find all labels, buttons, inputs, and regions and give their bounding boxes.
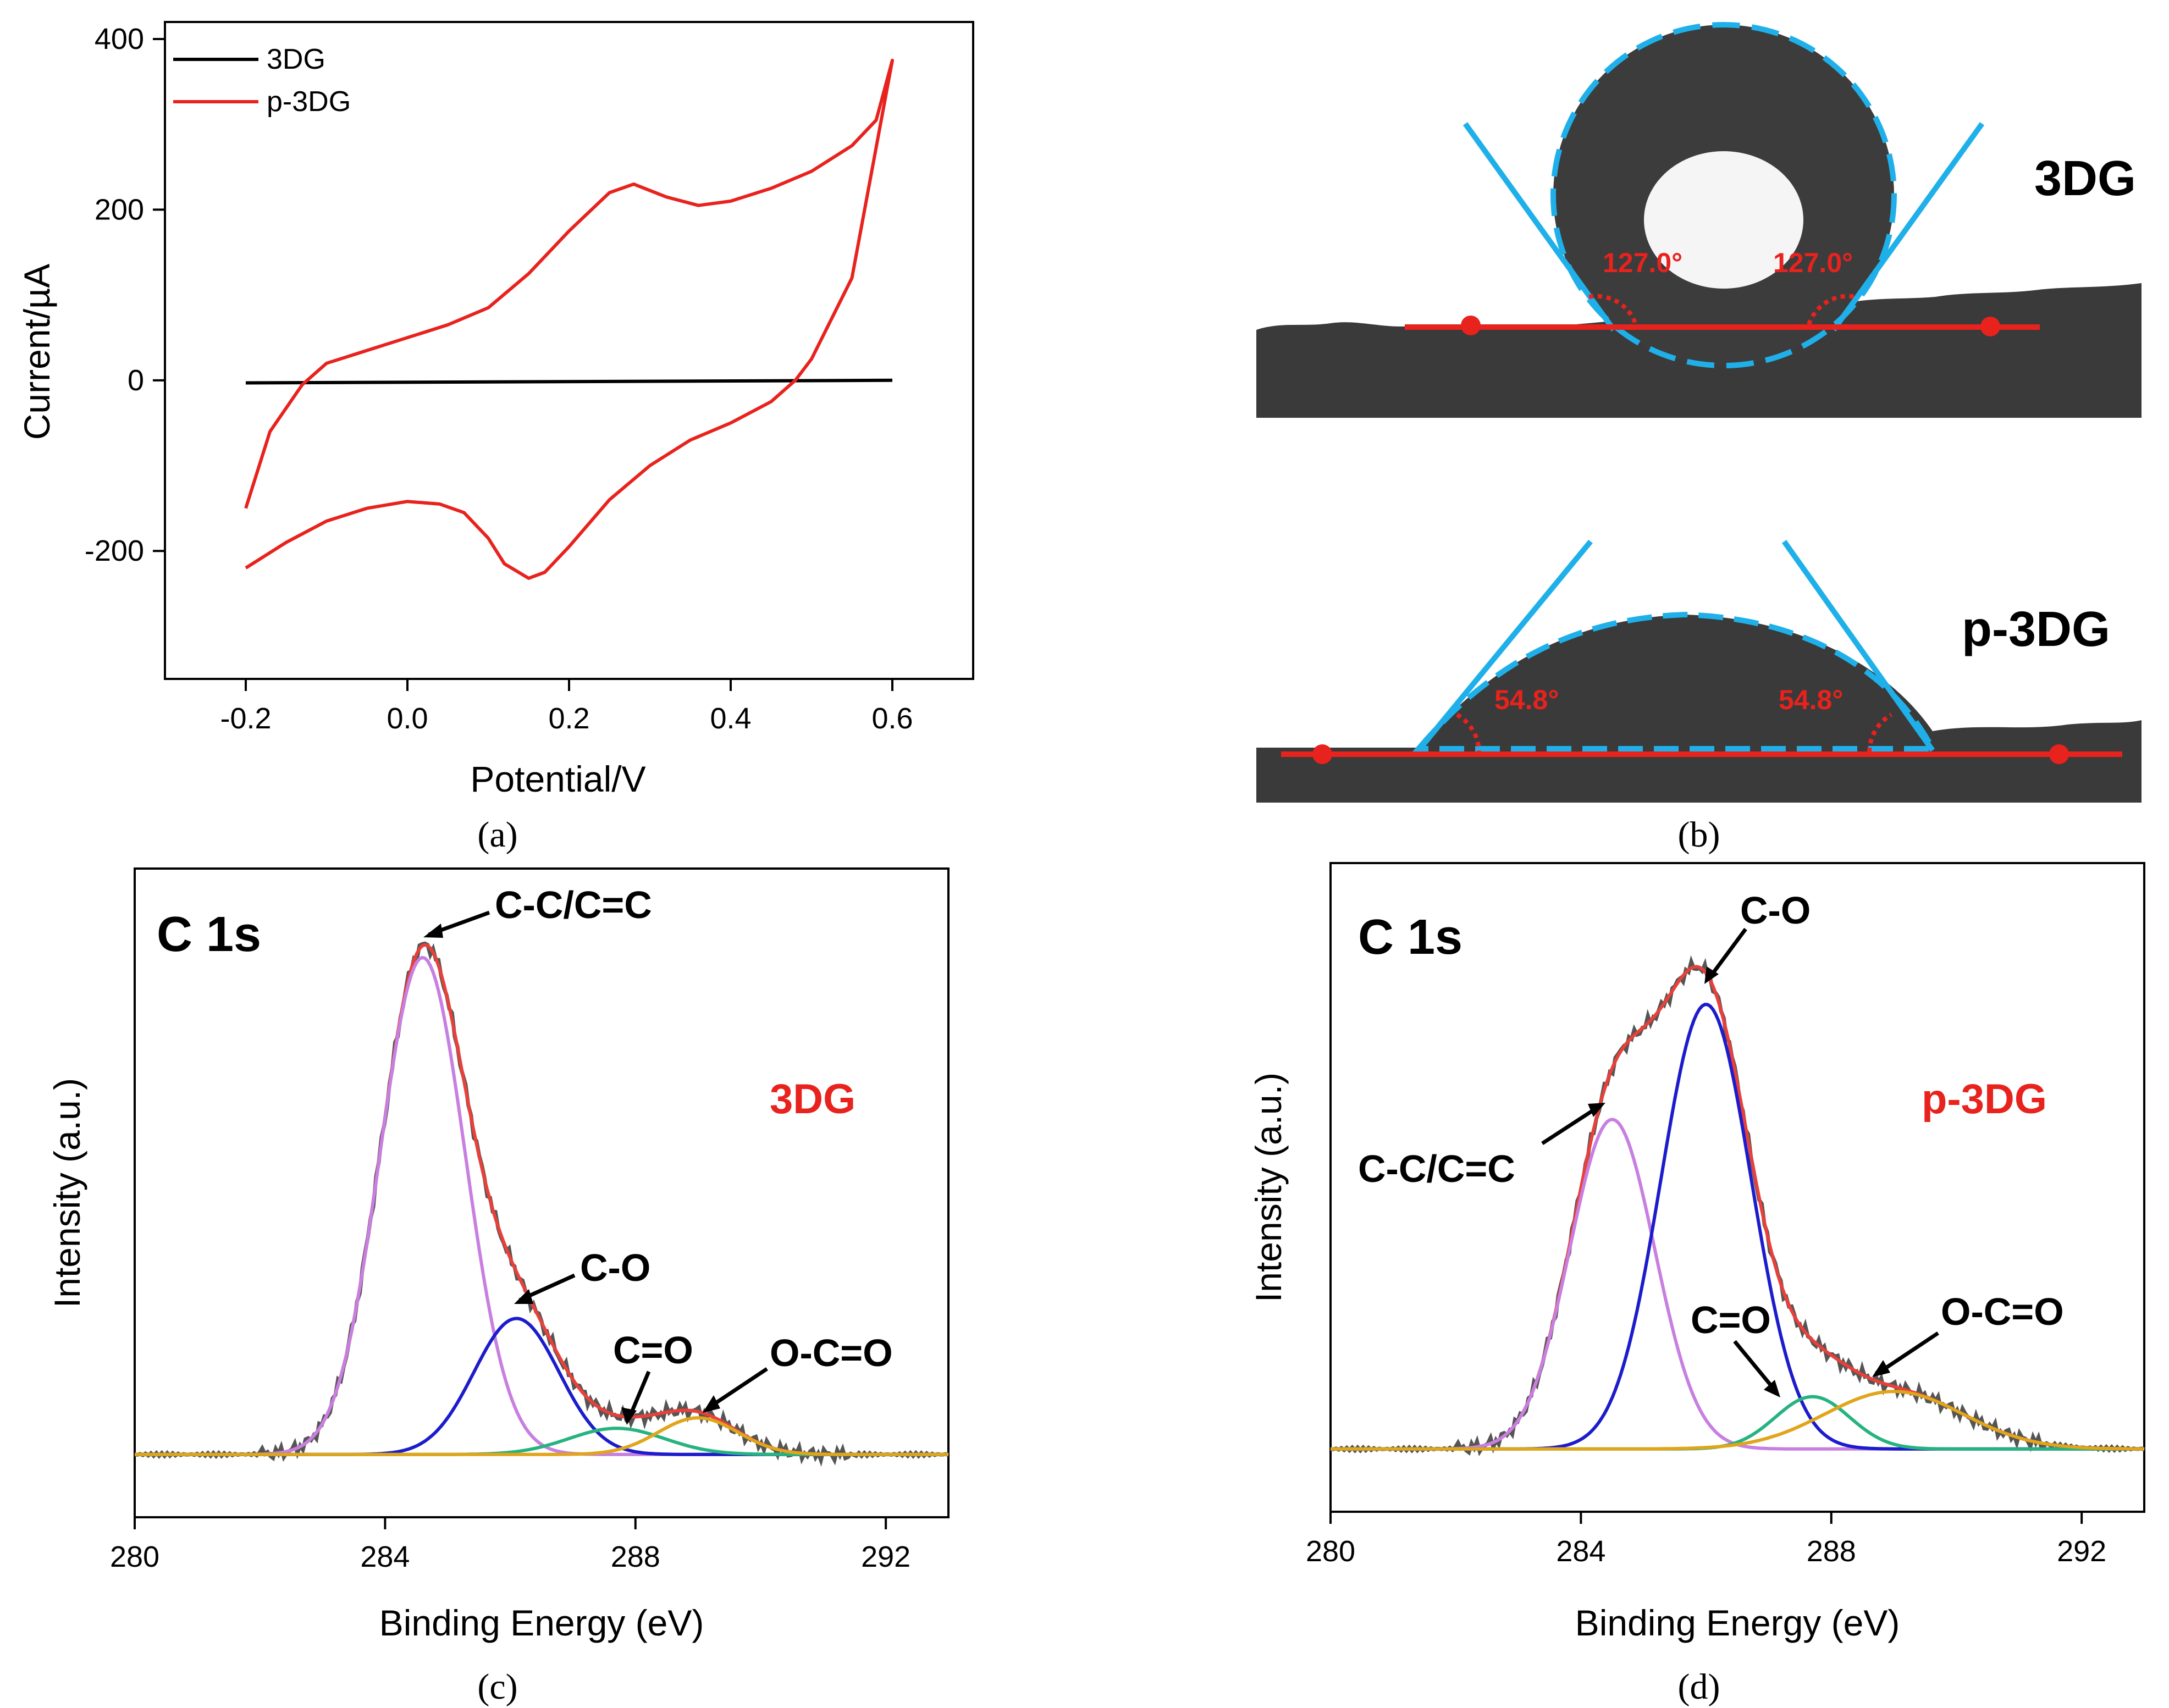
caption-a: (a) bbox=[477, 815, 517, 855]
droplet-fit-circle bbox=[1550, 22, 1897, 368]
tangent-line-right bbox=[1831, 122, 1985, 331]
annotation-c-o-double: C=O bbox=[613, 1329, 693, 1372]
caption-d: (d) bbox=[1678, 1667, 1720, 1707]
annotation-cc: C-C/C=C bbox=[495, 883, 652, 926]
arrow-c-o-double bbox=[1733, 1340, 1775, 1390]
arrowhead bbox=[1704, 966, 1719, 984]
arrow-co bbox=[1709, 927, 1747, 977]
arrowhead bbox=[423, 924, 443, 938]
angle-label-right: 54.8° bbox=[1779, 684, 1843, 715]
droplet-fit-profile bbox=[1412, 611, 1938, 751]
arrowhead bbox=[1588, 1103, 1605, 1117]
angle-label-right: 127.0° bbox=[1773, 247, 1853, 278]
sample-label: p-3DG bbox=[1922, 1076, 2047, 1123]
raw-spectrum bbox=[134, 941, 950, 1467]
x-tick-label: 0.0 bbox=[387, 702, 428, 735]
y-tick-label: 0 bbox=[128, 364, 144, 397]
arrowhead bbox=[514, 1289, 533, 1304]
contact-angle-image-p3dg: 54.8° 54.8° p-3DG bbox=[1256, 434, 2142, 803]
annotation-o-c-o: O-C=O bbox=[1941, 1290, 2064, 1333]
baseline-marker bbox=[1461, 316, 1481, 335]
x-tick-label: 0.6 bbox=[871, 702, 913, 735]
x-tick-label: 292 bbox=[2057, 1535, 2106, 1568]
y-tick-label: -200 bbox=[85, 534, 144, 567]
plot-frame bbox=[1329, 862, 2145, 1513]
annotation-cc: C-C/C=C bbox=[1358, 1147, 1515, 1190]
panel-d-xps-p3dg: 280 284 288 292 C 1s p-3DG C-O C-C/C=C C=O … bbox=[1248, 862, 2145, 1707]
arrowhead bbox=[1872, 1360, 1890, 1377]
x-tick-label: 280 bbox=[110, 1540, 159, 1573]
x-tick-label: 284 bbox=[360, 1540, 410, 1573]
image-label-p3dg: p-3DG bbox=[1962, 602, 2110, 657]
spectrum-title: C 1s bbox=[157, 907, 261, 962]
x-axis-label: Binding Energy (eV) bbox=[379, 1602, 704, 1643]
plot-frame bbox=[164, 21, 974, 680]
arrowhead bbox=[1764, 1380, 1780, 1397]
x-tick-label: 288 bbox=[611, 1540, 660, 1573]
series-line-3dg bbox=[245, 378, 893, 385]
y-tick-label: 400 bbox=[95, 23, 144, 56]
arrow-o-c-o bbox=[1879, 1331, 1939, 1373]
x-tick-label: 280 bbox=[1306, 1535, 1355, 1568]
panel-c-xps-3dg: 280 284 288 292 C 1s 3DG C-C/C=C C-O C=O O-… bbox=[47, 867, 950, 1707]
x-tick-label: 0.2 bbox=[548, 702, 589, 735]
baseline-marker bbox=[1980, 317, 2000, 336]
annotation-o-c-o: O-C=O bbox=[770, 1331, 893, 1374]
caption-b: (b) bbox=[1678, 815, 1720, 855]
droplet-highlight bbox=[1644, 151, 1803, 289]
angle-arc-right bbox=[1807, 294, 1856, 325]
x-tick-label: 284 bbox=[1556, 1535, 1605, 1568]
annotation-co: C-O bbox=[580, 1246, 650, 1289]
tangent-line-left bbox=[1416, 539, 1593, 753]
series-line-p3dg bbox=[244, 58, 894, 580]
x-tick-label: 0.4 bbox=[710, 702, 751, 735]
contact-angle-image-3dg: 127.0° 127.0° 3DG bbox=[1256, 22, 2142, 418]
arrowhead bbox=[621, 1407, 637, 1425]
annotation-c-o-double: C=O bbox=[1691, 1298, 1771, 1341]
angle-label-left: 54.8° bbox=[1494, 684, 1559, 715]
panel-b-contact-angle: 127.0° 127.0° 3DG 54.8° 54.8° p-3DG (b) bbox=[1256, 22, 2142, 855]
legend-label-3dg: 3DG bbox=[267, 43, 325, 75]
peak-c-c-c-c bbox=[135, 955, 948, 1456]
sample-label: 3DG bbox=[770, 1076, 856, 1123]
arrow-c-o-double bbox=[627, 1370, 651, 1418]
fit-envelope bbox=[135, 943, 948, 1456]
x-axis-label: Potential/V bbox=[470, 759, 645, 799]
arrow-cc bbox=[1541, 1106, 1598, 1145]
x-tick-label: -0.2 bbox=[220, 702, 271, 735]
y-tick-label: 200 bbox=[95, 193, 144, 226]
peak-o-c-o bbox=[1331, 1390, 2145, 1451]
legend-label-p3dg: p-3DG bbox=[267, 86, 351, 118]
angle-arc-left bbox=[1588, 294, 1638, 325]
baseline-marker bbox=[2049, 744, 2069, 764]
arrowhead bbox=[703, 1395, 720, 1413]
x-tick-label: 292 bbox=[861, 1540, 910, 1573]
y-axis-label: Current/µA bbox=[16, 264, 57, 440]
image-label-3dg: 3DG bbox=[2034, 151, 2136, 206]
spectrum-title: C 1s bbox=[1358, 910, 1462, 965]
raw-spectrum bbox=[1330, 955, 2145, 1456]
peak-o-c-o bbox=[135, 1416, 948, 1456]
fit-envelope bbox=[1331, 965, 2145, 1451]
baseline-marker bbox=[1312, 744, 1332, 764]
panel-a-cv-chart: -0.2 0.0 0.2 0.4 0.6 -200 0 200 400 3DG p-3DG Po… bbox=[16, 21, 974, 855]
caption-c: (c) bbox=[477, 1667, 517, 1707]
peak-c-o bbox=[1331, 1395, 2144, 1451]
y-axis-label: Intensity (a.u.) bbox=[1248, 1073, 1289, 1302]
annotation-co: C-O bbox=[1740, 889, 1811, 932]
x-tick-label: 288 bbox=[1807, 1535, 1856, 1568]
plot-frame bbox=[134, 867, 950, 1518]
arrow-o-c-o bbox=[708, 1367, 768, 1409]
tangent-line-right bbox=[1781, 540, 1935, 752]
y-axis-label: Intensity (a.u.) bbox=[47, 1078, 87, 1308]
x-axis-label: Binding Energy (eV) bbox=[1575, 1602, 1900, 1643]
angle-label-left: 127.0° bbox=[1603, 247, 1682, 278]
